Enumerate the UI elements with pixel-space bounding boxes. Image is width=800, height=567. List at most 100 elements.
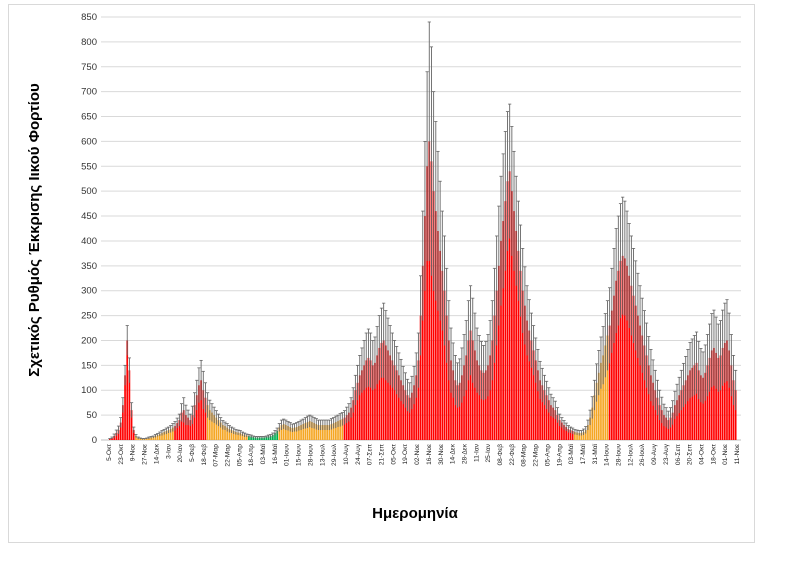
bar [408,397,411,440]
bars [109,141,737,441]
bar [150,437,152,440]
y-tick-label: 700 [81,87,97,98]
bar [650,375,652,440]
bar [202,390,205,440]
bar [213,415,215,440]
bar [389,355,392,440]
bar [374,362,376,440]
bar [311,422,313,440]
bar [132,430,135,440]
bar [567,429,570,440]
bar [469,330,472,440]
bar [487,365,489,440]
bar [248,436,250,440]
bar [176,423,179,440]
bar [471,340,474,440]
bar [245,435,248,440]
bar [271,435,274,440]
bar [326,425,328,440]
bar [252,437,255,440]
bar [569,430,572,440]
x-tick-label: 5-Φεβ [189,444,196,462]
bar [558,420,561,440]
bar [178,420,181,440]
bar [645,355,648,440]
bar [689,370,691,440]
x-tick-label: 22-Μαρ [533,444,540,467]
y-tick-label: 300 [81,286,97,297]
bar [652,382,654,440]
bar [365,360,368,440]
bar [415,375,418,440]
bar [139,438,142,440]
bar [206,405,209,440]
bar [484,370,487,440]
y-tick-label: 200 [81,335,97,346]
x-tick-label: 16-Μαϊ [272,443,279,464]
x-tick-label: 17-Μαϊ [580,443,587,464]
bar [419,315,422,440]
bar [224,426,226,440]
bar [658,405,661,440]
bar [521,290,524,440]
bar [198,385,200,440]
bar [552,407,554,440]
bar [337,421,339,440]
bar [250,436,252,440]
bar [111,438,113,440]
bar [285,425,287,440]
x-tick-label: 11-Ιαν [473,443,480,462]
error-bars [108,21,738,440]
bar [298,426,300,440]
bar [306,422,309,440]
bar [211,412,213,440]
x-tick-label: 08-Φεβ [497,444,504,466]
bar [287,426,289,440]
bar [456,385,459,440]
y-tick-label: 750 [81,62,97,73]
bar [189,420,192,440]
bar [526,320,528,440]
bar [693,365,696,440]
x-tick-label: 09-Αυγ [651,443,658,465]
bar [334,422,337,440]
bar [280,425,283,440]
bar [589,417,591,440]
bar [200,380,202,440]
bar [706,365,709,440]
bar [474,350,476,440]
bar [571,431,574,440]
bar [115,433,118,440]
y-tick-label: 850 [81,12,97,23]
bar [193,405,196,440]
bar [430,161,433,440]
bar [219,422,222,440]
bar [463,365,465,440]
bar [641,335,644,440]
x-tick-label: 18-Φεβ [201,444,208,466]
bar [556,415,559,440]
bar [704,372,707,440]
bar [700,375,702,440]
bar [602,355,604,440]
y-tick-label: 500 [81,186,97,197]
bar [663,415,665,440]
bar [541,385,544,440]
bar [489,355,491,440]
x-tick-label: 23-Αυγ [663,443,670,465]
bar [447,340,450,440]
x-tick-label: 19-Απρ [556,444,563,466]
bar [452,370,455,440]
bar [634,305,637,440]
x-tick-label: 18-Απρ [248,444,255,466]
bar [554,410,557,440]
x-tick-label: 28-Ιουν [616,443,623,466]
bar [493,315,496,440]
bar [300,425,302,440]
bar [302,424,305,440]
bar [563,425,565,440]
bar [367,357,370,440]
bar [304,423,307,440]
bar [723,342,726,440]
bar [406,395,409,440]
